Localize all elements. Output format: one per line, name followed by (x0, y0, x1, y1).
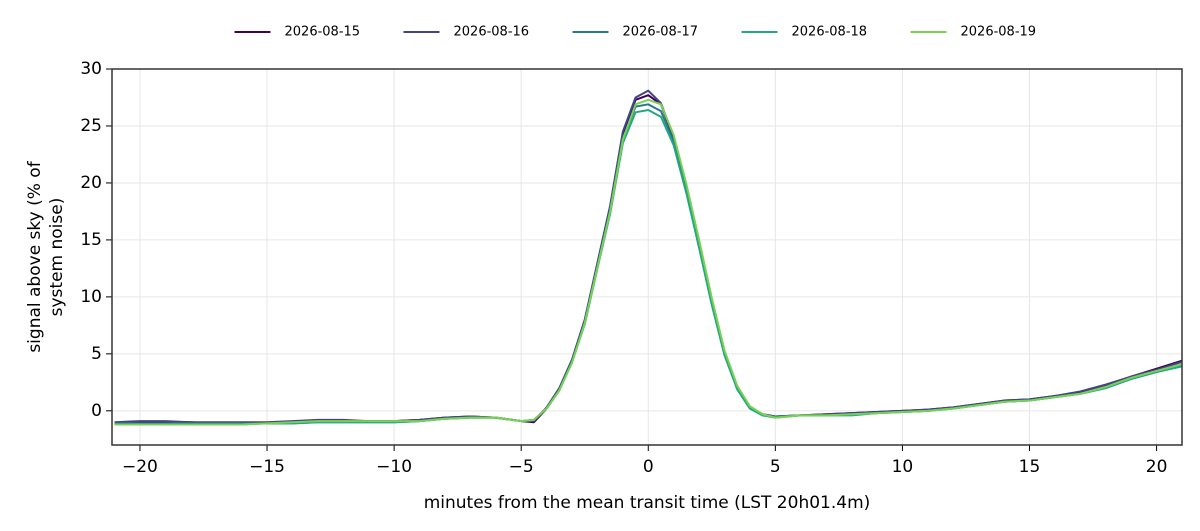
y-tick-label: 25 (80, 116, 102, 136)
legend-label: 2026-08-17 (623, 25, 699, 40)
x-tick-label: 15 (1019, 457, 1041, 477)
legend-label: 2026-08-16 (454, 25, 530, 40)
legend-label: 2026-08-15 (285, 25, 361, 40)
series-line (114, 98, 1183, 426)
y-tick-label: 0 (91, 401, 102, 421)
legend-label: 2026-08-18 (792, 25, 868, 40)
x-tick-label: −10 (376, 457, 412, 477)
y-axis-label: system noise) (47, 198, 67, 317)
x-axis-label: minutes from the mean transit time (LST … (424, 493, 871, 513)
y-tick-label: 30 (80, 59, 102, 79)
x-tick-label: 5 (770, 457, 781, 477)
x-tick-label: 10 (892, 457, 914, 477)
x-tick-label: −5 (509, 457, 534, 477)
series-line (114, 89, 1183, 424)
y-tick-label: 5 (91, 344, 102, 364)
x-tick-label: −15 (249, 457, 285, 477)
y-tick-label: 10 (80, 287, 102, 307)
plot-frame (111, 68, 1183, 446)
y-axis-label: signal above sky (% of (25, 160, 45, 352)
x-tick-label: 0 (643, 457, 654, 477)
y-tick-label: 15 (80, 230, 102, 250)
legend-label: 2026-08-19 (961, 25, 1037, 40)
y-tick-label: 20 (80, 173, 102, 193)
x-tick-label: −20 (122, 457, 158, 477)
x-tick-label: 20 (1146, 457, 1168, 477)
